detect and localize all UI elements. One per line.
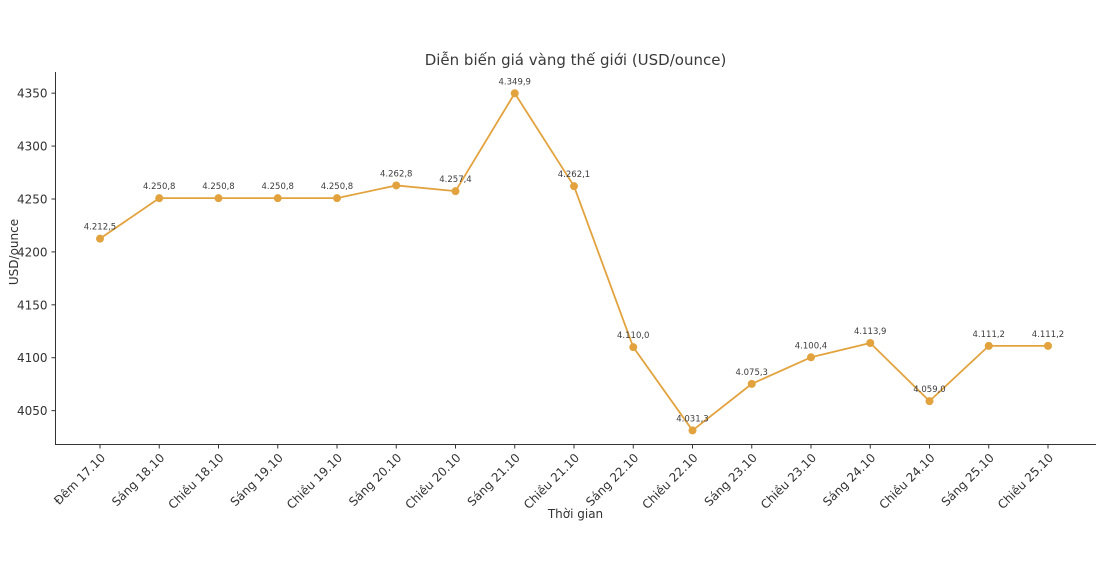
x-axis-label: Thời gian bbox=[547, 507, 604, 521]
x-tick-label: Chiều 22.10 bbox=[639, 451, 700, 512]
data-point-marker bbox=[155, 194, 164, 203]
data-point-marker bbox=[273, 194, 282, 203]
data-point-marker bbox=[629, 343, 638, 352]
data-point-marker bbox=[1044, 341, 1052, 350]
data-point-marker bbox=[333, 194, 341, 203]
data-point-value-label: 4.075,3 bbox=[736, 368, 768, 378]
x-tick-label: Chiều 21.10 bbox=[521, 451, 582, 512]
data-point-marker bbox=[96, 234, 104, 243]
y-tick-label: 4100 bbox=[17, 351, 48, 365]
data-point-marker bbox=[984, 341, 993, 350]
x-tick-label: Sáng 20.10 bbox=[346, 451, 404, 509]
data-point-value-label: 4.110,0 bbox=[617, 331, 649, 341]
data-point-value-label: 4.257,4 bbox=[439, 175, 471, 185]
y-tick-label: 4200 bbox=[17, 245, 48, 259]
x-tick-label: Chiều 24.10 bbox=[876, 451, 937, 512]
x-tick-label: Sáng 22.10 bbox=[583, 451, 641, 509]
price-line-series bbox=[99, 92, 1048, 432]
data-point-value-label: 4.250,8 bbox=[321, 182, 353, 192]
x-tick-label: Chiều 18.10 bbox=[165, 451, 226, 512]
y-tick-label: 4150 bbox=[17, 298, 48, 312]
x-tick-label: Chiều 23.10 bbox=[758, 451, 819, 512]
y-tick-label: 4350 bbox=[17, 87, 48, 101]
data-point-marker bbox=[866, 339, 875, 348]
data-point-value-label: 4.059,0 bbox=[913, 385, 945, 395]
data-point-marker bbox=[510, 89, 519, 98]
x-tick-label: Sáng 18.10 bbox=[109, 451, 167, 509]
data-point-marker bbox=[747, 379, 756, 388]
data-point-value-label: 4.262,1 bbox=[558, 170, 590, 180]
x-tick-label: Sáng 25.10 bbox=[939, 451, 997, 509]
x-tick-label: Sáng 24.10 bbox=[820, 451, 878, 509]
x-tick-label: Chiều 19.10 bbox=[284, 451, 345, 512]
data-point-value-label: 4.250,8 bbox=[143, 182, 175, 192]
y-tick-label: 4300 bbox=[17, 140, 48, 154]
x-tick-label: Sáng 21.10 bbox=[465, 451, 523, 509]
data-point-value-label: 4.250,8 bbox=[262, 182, 294, 192]
data-point-marker bbox=[570, 182, 578, 191]
y-tick-label: 4050 bbox=[17, 404, 48, 418]
data-point-value-label: 4.111,2 bbox=[973, 330, 1005, 340]
y-tick-label: 4250 bbox=[17, 192, 48, 206]
data-point-marker bbox=[214, 194, 223, 203]
data-point-value-label: 4.349,9 bbox=[499, 77, 531, 87]
data-point-marker bbox=[392, 181, 401, 190]
data-point-value-label: 4.212,5 bbox=[84, 223, 116, 233]
data-point-marker bbox=[925, 397, 934, 406]
data-point-value-label: 4.100,4 bbox=[795, 341, 827, 351]
data-point-value-label: 4.262,8 bbox=[380, 169, 412, 179]
x-tick-label: Đêm 17.10 bbox=[51, 451, 108, 508]
x-tick-label: Chiều 20.10 bbox=[402, 451, 463, 512]
data-point-marker bbox=[688, 426, 697, 435]
data-point-value-label: 4.250,8 bbox=[202, 182, 234, 192]
data-point-value-label: 4.031,3 bbox=[676, 414, 708, 424]
chart-title: Diễn biến giá vàng thế giới (USD/ounce) bbox=[424, 51, 727, 69]
x-tick-label: Chiều 25.10 bbox=[995, 451, 1056, 512]
data-point-marker bbox=[451, 187, 460, 196]
data-point-value-label: 4.111,2 bbox=[1032, 330, 1064, 340]
data-point-marker bbox=[807, 353, 815, 362]
data-point-value-label: 4.113,9 bbox=[854, 327, 886, 337]
x-tick-label: Sáng 19.10 bbox=[228, 451, 286, 509]
x-tick-label: Sáng 23.10 bbox=[702, 451, 760, 509]
